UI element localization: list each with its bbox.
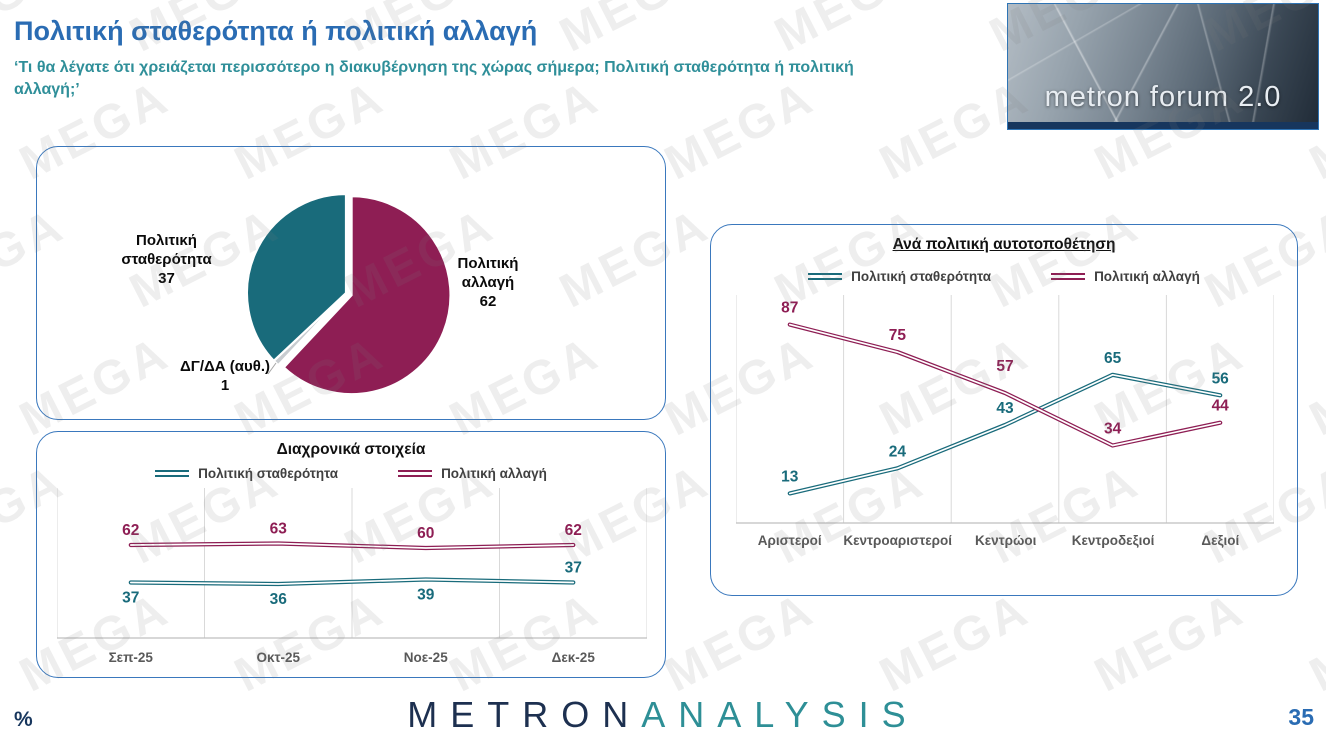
data-label: 63 [270, 521, 288, 538]
legend-label: Πολιτική σταθερότητα [851, 269, 992, 284]
category-label: Κεντροαριστεροί [843, 533, 953, 548]
data-label: 43 [996, 400, 1014, 417]
pie-chart [245, 192, 452, 396]
data-label: 39 [417, 587, 435, 604]
category-label: Σεπ-25 [108, 650, 153, 665]
data-label: 87 [781, 300, 798, 317]
data-label: 62 [122, 522, 139, 539]
series-line-core [129, 542, 575, 549]
mega-watermark: MEGA [1301, 326, 1326, 447]
metron-analysis-logo: METRONANALYSIS [0, 694, 1326, 736]
placement-panel: Ανά πολιτική αυτοτοποθέτηση Πολιτική στα… [710, 224, 1298, 596]
data-label: 57 [996, 358, 1013, 375]
data-label: 34 [1104, 421, 1122, 438]
mega-watermark: MEGA [871, 582, 1039, 703]
legend-label: Πολιτική αλλαγή [1094, 269, 1200, 284]
pie-label-stability-text: Πολιτική σταθερότητα [121, 232, 212, 268]
logo-bottom-strip [1008, 122, 1318, 129]
data-label: 62 [565, 522, 582, 539]
legend-label: Πολιτική αλλαγή [441, 466, 547, 481]
data-label: 37 [122, 590, 139, 607]
trend-panel: Διαχρονικά στοιχεία Πολιτική σταθερότητα… [36, 431, 666, 678]
page-title: Πολιτική σταθερότητα ή πολιτική αλλαγή [14, 16, 538, 46]
pie-label-dk: ΔΓ/ΔΑ (αυθ.) 1 [155, 358, 295, 396]
mega-watermark: MEGA [1086, 582, 1254, 703]
placement-line-chart: 13 24 43 65 56 87 75 57 34 44 [736, 295, 1274, 524]
placement-chart-title: Ανά πολιτική αυτοτοποθέτηση [892, 236, 1116, 253]
pie-label-change-value: 62 [479, 292, 497, 310]
placement-category-axis: Αριστεροί Κεντροαριστεροί Κεντρώοι Κεντροδε… [736, 533, 1274, 548]
data-label: 65 [1104, 350, 1122, 367]
mega-watermark: MEGA [766, 0, 934, 63]
data-label: 37 [565, 560, 582, 577]
pie-label-dk-text: ΔΓ/ΔΑ (αυθ.) [180, 358, 270, 375]
page-number: 35 [1288, 704, 1314, 730]
series-line-core [788, 323, 1222, 447]
mega-watermark: MEGA [551, 0, 719, 63]
legend-item: Πολιτική σταθερότητα [808, 269, 991, 284]
legend-line-swatch [155, 470, 190, 477]
legend-line-swatch [398, 470, 433, 477]
metron-forum-logo-text: metron forum 2.0 [1044, 81, 1282, 113]
category-label: Οκτ-25 [256, 650, 301, 665]
pie-slice [282, 195, 452, 396]
pie-panel: Πολιτική σταθερότητα 37 Πολιτική αλλαγή … [36, 146, 666, 420]
trend-legend: Πολιτική σταθερότητα Πολιτική αλλαγή [37, 466, 665, 481]
category-label: Δεξιοί [1201, 533, 1240, 548]
category-label: Κεντροδεξιοί [1071, 533, 1155, 548]
metron-forum-logo: metron forum 2.0 [1007, 3, 1319, 130]
legend-line-swatch [1051, 273, 1086, 280]
mega-watermark: MEGA [1301, 582, 1326, 703]
legend-item: Πολιτική αλλαγή [398, 466, 547, 481]
logo-photo-collage [1008, 4, 1318, 129]
pie-label-change-text: Πολιτική αλλαγή [457, 255, 519, 291]
pie-label-stability-value: 37 [158, 269, 175, 287]
category-label: Αριστεροί [757, 533, 822, 548]
data-label: 60 [417, 525, 434, 542]
data-label: 13 [781, 468, 799, 485]
series-line-core [129, 578, 575, 585]
metron-wordmark: METRON [407, 694, 642, 735]
data-label: 75 [889, 327, 907, 344]
trend-category-axis: Σεπ-25 Οκτ-25 Νοε-25 Δεκ-25 [57, 650, 647, 665]
mega-watermark: MEGA [656, 582, 824, 703]
page-subtitle: ‘Τι θα λέγατε ότι χρειάζεται περισσότερο… [14, 59, 854, 98]
pie-slice [245, 192, 348, 363]
legend-label: Πολιτική σταθερότητα [198, 466, 339, 481]
data-label: 36 [270, 591, 288, 608]
trend-chart-title: Διαχρονικά στοιχεία [276, 441, 426, 458]
data-label: 44 [1212, 398, 1230, 415]
trend-line-chart: 37 36 39 37 62 63 60 62 [57, 488, 647, 639]
category-label: Δεκ-25 [551, 650, 595, 665]
analysis-wordmark: ANALYSIS [641, 694, 919, 735]
series-line-core [788, 373, 1222, 495]
legend-item: Πολιτική αλλαγή [1051, 269, 1200, 284]
placement-legend: Πολιτική σταθερότητα Πολιτική αλλαγή [711, 269, 1297, 284]
legend-line-swatch [808, 273, 843, 280]
pie-label-stability: Πολιτική σταθερότητα 37 [99, 232, 234, 288]
leader-line [267, 362, 277, 375]
data-label: 56 [1212, 370, 1230, 387]
percent-symbol: % [14, 708, 33, 731]
pie-label-change: Πολιτική αλλαγή 62 [433, 255, 543, 311]
pie-label-dk-value: 1 [220, 376, 230, 394]
category-label: Νοε-25 [403, 650, 448, 665]
category-label: Κεντρώοι [974, 533, 1037, 548]
data-label: 24 [889, 443, 907, 460]
legend-item: Πολιτική σταθερότητα [155, 466, 338, 481]
